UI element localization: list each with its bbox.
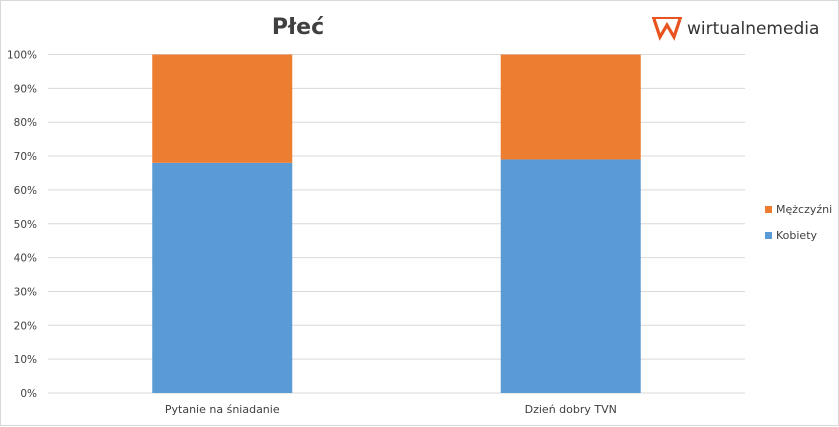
y-tick-label: 10% — [14, 354, 37, 366]
legend-swatch — [765, 206, 772, 213]
logo-mark-icon — [652, 18, 682, 41]
y-axis-ticks: 0% 10% 20% 30% 40% 50% 60% 70% 80% 90% 100% — [7, 50, 37, 401]
logo-text: wirtualnemedia — [687, 19, 819, 39]
bars — [152, 54, 641, 393]
wirtualnemedia-logo: wirtualnemedia — [652, 17, 819, 41]
chart-title: Płeć — [272, 15, 324, 40]
x-category-label: Pytanie na śniadanie — [165, 403, 280, 416]
y-tick-label: 40% — [14, 253, 37, 265]
y-tick-label: 30% — [14, 286, 37, 298]
y-tick-label: 0% — [20, 388, 37, 400]
y-tick-label: 60% — [14, 185, 37, 197]
y-tick-label: 70% — [14, 151, 37, 163]
bar-segment-kobiety — [500, 159, 641, 393]
legend: Mężczyźni Kobiety — [765, 203, 832, 242]
y-tick-label: 80% — [14, 117, 37, 129]
bar-segment-mezczyzni — [500, 54, 641, 160]
bar-segment-mezczyzni — [152, 54, 293, 163]
legend-label: Kobiety — [776, 229, 818, 242]
x-axis-labels: Pytanie na śniadanie Dzień dobry TVN — [165, 403, 617, 416]
y-tick-label: 90% — [14, 83, 37, 95]
y-tick-label: 50% — [14, 219, 37, 231]
x-category-label: Dzień dobry TVN — [525, 403, 617, 416]
y-tick-label: 20% — [14, 320, 37, 332]
y-tick-label: 100% — [7, 50, 37, 62]
legend-label: Mężczyźni — [776, 203, 832, 216]
legend-swatch — [765, 232, 772, 239]
bar-segment-kobiety — [152, 162, 293, 393]
